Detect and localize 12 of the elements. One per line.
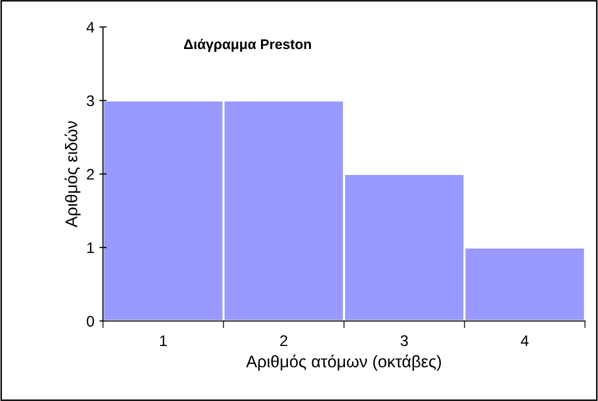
y-tick-label: 2 (86, 168, 94, 180)
y-tick-label: 1 (87, 242, 94, 254)
x-tick-label: 2 (280, 335, 288, 346)
x-tick-label: 4 (520, 335, 529, 346)
x-axis-title: Αριθμός ατόμων (οκτάβες) (246, 354, 441, 371)
y-axis-title: Αριθμός ειδών (64, 121, 81, 228)
y-tick-label: 4 (86, 22, 94, 33)
text: Διάγραμμα Preston (184, 38, 311, 52)
x-tick-label: 3 (400, 335, 408, 346)
y-tick-label: 3 (86, 95, 94, 106)
x-tick-label: 1 (160, 335, 167, 346)
y-tick-label: 0 (86, 316, 94, 327)
